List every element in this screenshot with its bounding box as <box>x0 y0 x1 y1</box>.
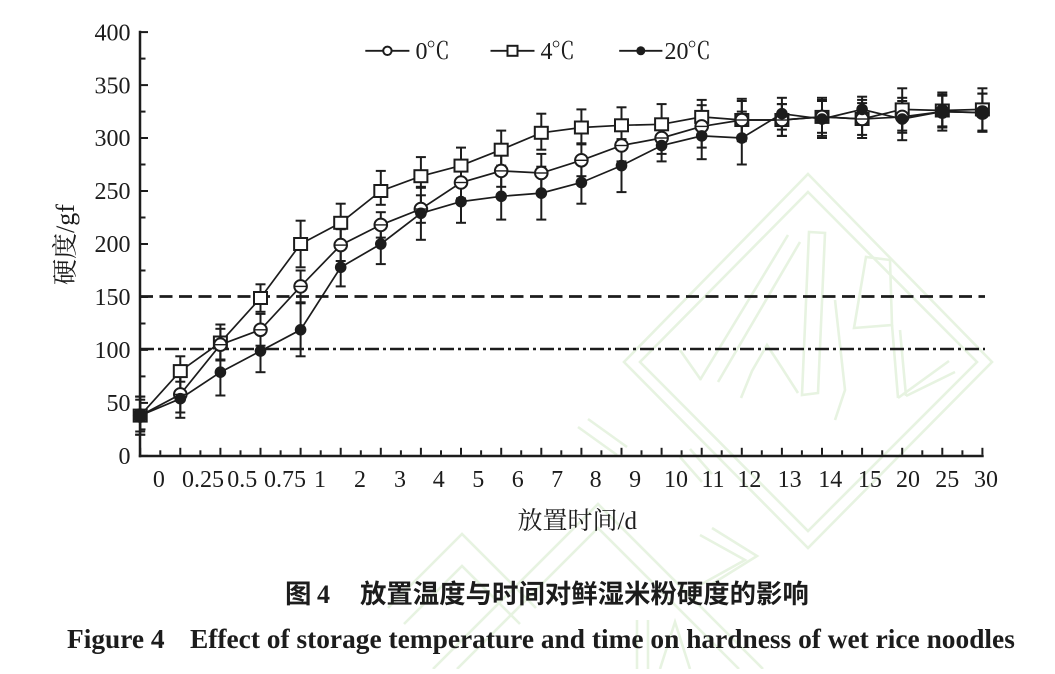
svg-text:350: 350 <box>95 73 131 99</box>
svg-text:Effect of storage temperature: Effect of storage temperature and time o… <box>190 624 1015 654</box>
svg-text:15: 15 <box>858 467 882 493</box>
svg-text:200: 200 <box>95 232 131 258</box>
svg-text:4: 4 <box>433 467 445 493</box>
svg-text:6: 6 <box>512 467 524 493</box>
svg-text:12: 12 <box>737 467 761 493</box>
svg-text:20: 20 <box>896 467 920 493</box>
svg-text:0.5: 0.5 <box>227 467 257 493</box>
svg-text:300: 300 <box>95 126 131 152</box>
svg-text:2: 2 <box>354 467 366 493</box>
svg-text:13: 13 <box>778 467 802 493</box>
svg-text:1: 1 <box>314 467 326 493</box>
svg-text:Figure 4: Figure 4 <box>67 624 165 654</box>
svg-text:0.25: 0.25 <box>182 467 224 493</box>
svg-text:14: 14 <box>818 467 842 493</box>
svg-text:25: 25 <box>935 467 959 493</box>
svg-text:150: 150 <box>95 285 131 311</box>
svg-text:7: 7 <box>551 467 563 493</box>
svg-text:9: 9 <box>629 467 641 493</box>
svg-text:/d: /d <box>618 508 638 535</box>
svg-text:3: 3 <box>394 467 406 493</box>
svg-text:0: 0 <box>153 467 165 493</box>
svg-text:/gf: /gf <box>51 204 80 233</box>
svg-text:30: 30 <box>974 467 998 493</box>
svg-text:0: 0 <box>416 39 428 65</box>
svg-text:100: 100 <box>95 338 131 364</box>
svg-text:10: 10 <box>664 467 688 493</box>
svg-text:0.75: 0.75 <box>264 467 306 493</box>
svg-text:11: 11 <box>701 467 724 493</box>
svg-text:0: 0 <box>119 444 131 470</box>
svg-text:8: 8 <box>590 467 602 493</box>
svg-text:250: 250 <box>95 179 131 205</box>
svg-text:50: 50 <box>107 391 131 417</box>
svg-text:20: 20 <box>665 39 689 65</box>
svg-text:4: 4 <box>317 580 330 609</box>
svg-text:5: 5 <box>472 467 484 493</box>
svg-text:400: 400 <box>95 20 131 46</box>
svg-text:4: 4 <box>541 39 553 65</box>
